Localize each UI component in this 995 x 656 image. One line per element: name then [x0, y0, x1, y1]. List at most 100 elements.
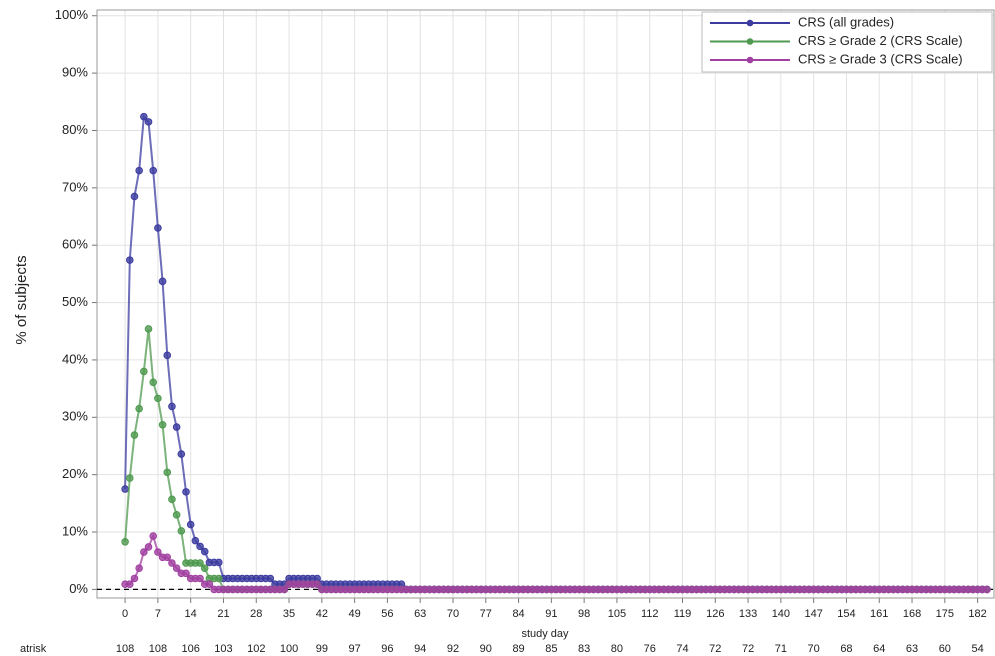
data-point — [125, 474, 134, 482]
data-point — [196, 559, 204, 567]
data-point — [121, 485, 129, 493]
x-tick-label: 175 — [936, 608, 954, 620]
at-risk-value: 102 — [247, 643, 265, 655]
at-risk-value: 100 — [280, 643, 298, 655]
at-risk-value: 64 — [873, 643, 885, 655]
at-risk-value: 94 — [414, 643, 426, 655]
x-tick-label: 154 — [837, 608, 855, 620]
at-risk-value: 85 — [545, 643, 557, 655]
data-point — [125, 580, 134, 589]
y-tick-label: 50% — [62, 294, 88, 309]
x-tick-label: 63 — [414, 608, 426, 620]
data-point — [205, 580, 214, 589]
data-point — [144, 325, 153, 333]
x-tick-label: 112 — [641, 608, 659, 620]
x-tick-label: 70 — [447, 608, 459, 620]
at-risk-value: 60 — [939, 643, 951, 655]
data-point — [200, 564, 209, 572]
at-risk-value: 90 — [480, 643, 492, 655]
data-point — [154, 548, 162, 556]
data-point — [144, 543, 153, 551]
data-point — [280, 585, 289, 594]
data-point — [140, 112, 148, 121]
data-point — [163, 468, 172, 477]
x-tick-label: 140 — [772, 608, 790, 620]
data-point — [214, 574, 223, 583]
data-point — [172, 423, 181, 431]
x-tick-label: 126 — [706, 608, 724, 620]
data-point — [130, 431, 139, 439]
at-risk-value: 76 — [644, 643, 656, 655]
data-point — [135, 564, 143, 572]
at-risk-value: 72 — [742, 643, 754, 655]
at-risk-value: 70 — [808, 643, 820, 655]
data-point — [140, 548, 148, 556]
y-tick-label: 0% — [69, 581, 88, 596]
x-tick-label: 28 — [250, 608, 262, 620]
at-risk-value: 68 — [840, 643, 852, 655]
at-risk-value: 99 — [316, 643, 328, 655]
data-point — [135, 166, 143, 175]
x-tick-label: 105 — [608, 608, 626, 620]
at-risk-value: 103 — [214, 643, 232, 655]
at-risk-value: 89 — [512, 643, 524, 655]
y-tick-label: 70% — [62, 179, 88, 194]
data-point — [313, 580, 321, 589]
legend-label: CRS (all grades) — [798, 14, 894, 29]
series-line — [124, 328, 987, 591]
data-point — [172, 564, 181, 572]
data-point — [186, 520, 195, 529]
data-point — [135, 404, 143, 413]
data-point — [149, 378, 158, 387]
y-tick-label: 20% — [62, 466, 88, 481]
y-tick-label: 10% — [62, 523, 88, 538]
data-point — [154, 224, 162, 232]
data-point — [158, 277, 167, 286]
legend-marker — [746, 38, 754, 45]
data-point — [154, 394, 162, 403]
at-risk-label: atrisk — [20, 643, 47, 655]
at-risk-value: 74 — [676, 643, 688, 655]
at-risk-value: 108 — [149, 643, 167, 655]
x-tick-label: 161 — [870, 608, 888, 620]
at-risk-value: 83 — [578, 643, 590, 655]
at-risk-value: 80 — [611, 643, 623, 655]
data-point — [149, 532, 158, 540]
data-point — [196, 574, 204, 583]
data-point — [177, 527, 186, 535]
y-tick-label: 60% — [62, 237, 88, 252]
data-point — [149, 166, 158, 175]
y-tick-label: 40% — [62, 351, 88, 366]
data-point — [983, 585, 991, 594]
data-point — [182, 569, 190, 578]
x-tick-label: 133 — [739, 608, 757, 620]
at-risk-value: 96 — [381, 643, 393, 655]
data-point — [200, 547, 209, 556]
data-point — [125, 256, 134, 264]
plot-frame — [96, 9, 995, 599]
x-tick-label: 91 — [545, 608, 557, 620]
x-tick-label: 49 — [348, 608, 360, 620]
x-tick-label: 14 — [185, 608, 197, 620]
at-risk-value: 97 — [348, 643, 360, 655]
data-point — [163, 553, 172, 562]
data-point — [168, 495, 176, 504]
y-tick-label: 80% — [62, 122, 88, 137]
x-tick-label: 147 — [804, 608, 822, 620]
legend-marker — [746, 19, 754, 27]
data-point — [266, 574, 275, 583]
legend-label: CRS ≥ Grade 3 (CRS Scale) — [798, 51, 963, 66]
y-tick-label: 30% — [62, 409, 88, 424]
at-risk-value: 92 — [447, 643, 459, 655]
x-tick-label: 119 — [674, 608, 692, 620]
data-point — [168, 402, 176, 411]
x-tick-label: 182 — [968, 608, 986, 620]
x-axis-label: study day — [521, 628, 569, 640]
data-point — [172, 511, 181, 519]
data-point — [130, 192, 139, 201]
x-tick-label: 42 — [316, 608, 328, 620]
data-point — [196, 542, 204, 551]
data-point — [144, 118, 153, 126]
data-point — [130, 574, 139, 583]
data-point — [158, 420, 167, 429]
